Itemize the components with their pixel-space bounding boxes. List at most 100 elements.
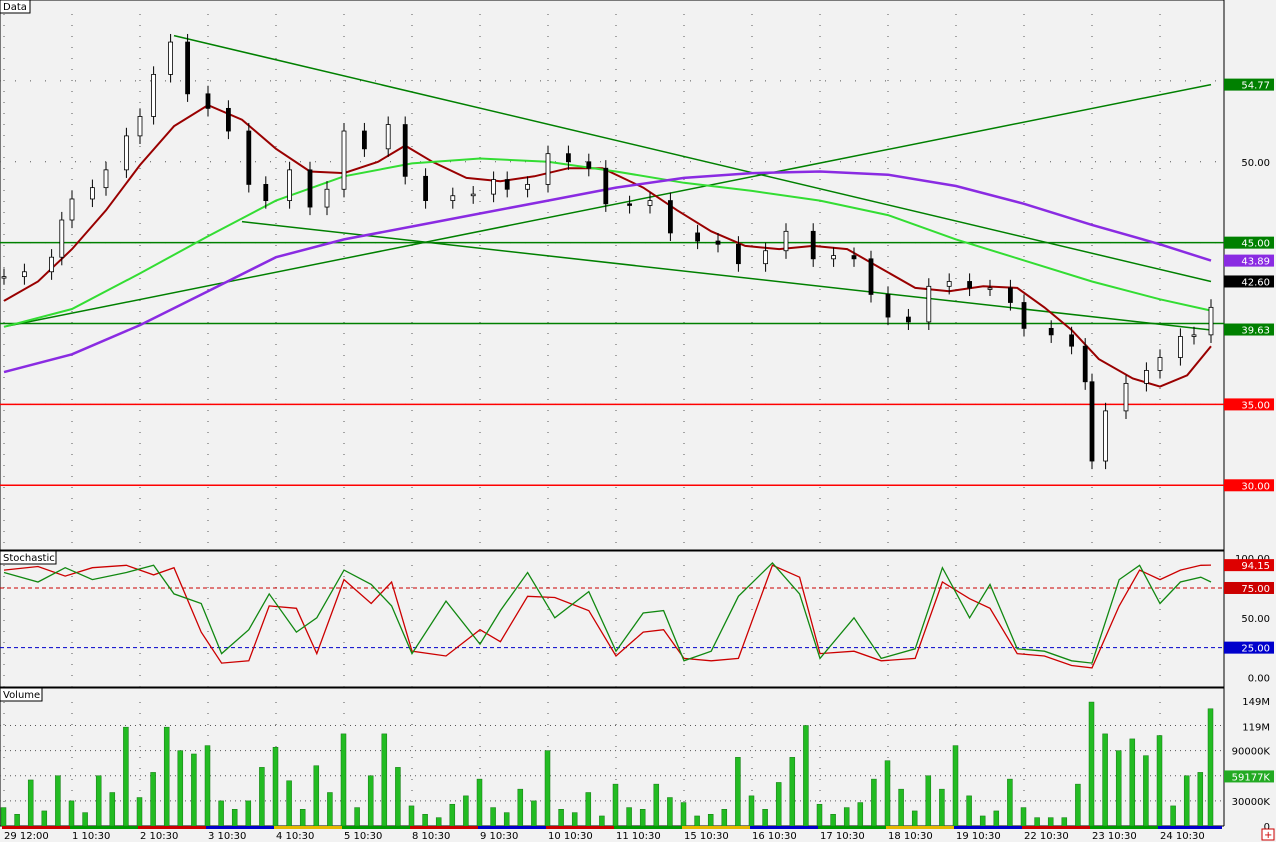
volume-bar — [245, 800, 252, 827]
price-axis-label: 30.00 — [1241, 481, 1270, 492]
price-axis-label: 54.77 — [1241, 81, 1270, 92]
price-label-box — [1224, 479, 1274, 492]
session-bar — [886, 826, 954, 829]
volume-bar — [367, 775, 374, 827]
candle-body — [59, 219, 65, 258]
candle-body — [1, 276, 7, 279]
price-label-box — [1224, 323, 1274, 336]
volume-bar — [830, 814, 836, 827]
price-label-box — [1224, 236, 1274, 249]
volume-axis-label: 0 — [1264, 822, 1270, 833]
volume-bar — [136, 797, 143, 827]
volume-bar — [558, 809, 564, 827]
volume-bar — [789, 757, 796, 827]
candle-body — [287, 169, 293, 201]
candle-body — [763, 250, 768, 265]
session-bar — [70, 826, 138, 829]
candle-body — [1103, 410, 1108, 462]
candle-body — [151, 74, 157, 117]
candle-body — [868, 258, 874, 295]
candle-body — [423, 175, 429, 201]
session-bar — [614, 826, 682, 829]
volume-label-box — [1224, 770, 1274, 783]
volume-bar — [857, 802, 864, 827]
volume-bar — [27, 779, 34, 827]
volume-bar — [41, 810, 48, 827]
x-axis-label: 3 10:30 — [208, 831, 246, 842]
moving-average-line — [3, 103, 1212, 388]
price-title-box — [0, 0, 31, 14]
stochastic-label-box — [1224, 559, 1274, 572]
candle-body — [137, 116, 143, 137]
x-axis-label: 24 10:30 — [1160, 831, 1205, 842]
candle-body — [736, 243, 741, 265]
price-axis-label: 35.00 — [1241, 400, 1270, 411]
stochastic-line — [3, 564, 1212, 669]
volume-axis-label: 119M — [1242, 722, 1270, 733]
volume-bar — [463, 795, 469, 827]
volume-bar — [55, 775, 61, 827]
session-bar — [1158, 826, 1222, 829]
price-layer — [0, 33, 1224, 487]
volume-bar — [1156, 735, 1163, 827]
candle-body — [783, 230, 789, 252]
session-bar — [682, 826, 750, 829]
stochastic-panel-title: Stochastic — [3, 553, 55, 564]
candle-body — [715, 240, 721, 245]
volume-bar — [408, 805, 415, 827]
volume-axis-label: 30000K — [1232, 797, 1271, 808]
candle-body — [946, 281, 952, 287]
volume-bar — [1020, 807, 1027, 827]
volume-bar — [762, 809, 768, 827]
volume-bar — [68, 800, 75, 827]
volume-bar — [1007, 778, 1013, 827]
candle-body — [831, 255, 836, 260]
price-axis-label: 45.00 — [1241, 239, 1270, 250]
volume-bar — [952, 745, 959, 827]
stochastic-title-box — [0, 550, 57, 565]
x-axis-label: 22 10:30 — [1024, 831, 1069, 842]
volume-bar — [843, 807, 850, 827]
volume-bar — [14, 814, 20, 827]
volume-bar — [803, 725, 809, 827]
volume-bar — [966, 795, 972, 827]
volume-bar — [721, 809, 728, 827]
x-axis-label: 11 10:30 — [616, 831, 661, 842]
price-label-box — [1224, 254, 1274, 267]
volume-bar — [1061, 817, 1068, 827]
volume-bar — [1170, 805, 1176, 827]
volume-bar — [1102, 733, 1108, 827]
volume-bar — [490, 807, 496, 827]
volume-bar — [354, 807, 360, 827]
stochastic-line — [3, 561, 1212, 664]
volume-bar — [939, 788, 945, 827]
volume-bar — [1197, 772, 1204, 827]
session-bar — [750, 826, 818, 829]
candle-body — [225, 107, 231, 132]
volume-panel-title: Volume — [3, 690, 40, 701]
candle-body — [1008, 287, 1013, 303]
candle-body — [49, 256, 54, 273]
candle-body — [246, 130, 252, 185]
candle-body — [668, 200, 673, 234]
candle-body — [586, 161, 592, 169]
volume-bar — [694, 815, 700, 827]
candle-body — [168, 41, 174, 75]
volume-bar — [327, 792, 333, 827]
session-bar — [2, 826, 70, 829]
candle-body — [1157, 357, 1163, 371]
session-bar — [138, 826, 206, 829]
candle-body — [885, 294, 891, 318]
candle-body — [695, 232, 700, 242]
candle-body — [491, 179, 497, 195]
expand-button[interactable] — [1261, 828, 1275, 841]
volume-bar — [191, 753, 197, 827]
volume-bar — [313, 765, 320, 827]
volume-bar — [422, 814, 428, 827]
volume-bar — [911, 810, 918, 827]
candle-body — [545, 153, 551, 185]
session-bar — [274, 826, 342, 829]
candle-body — [1208, 306, 1214, 336]
candle-body — [504, 179, 510, 190]
